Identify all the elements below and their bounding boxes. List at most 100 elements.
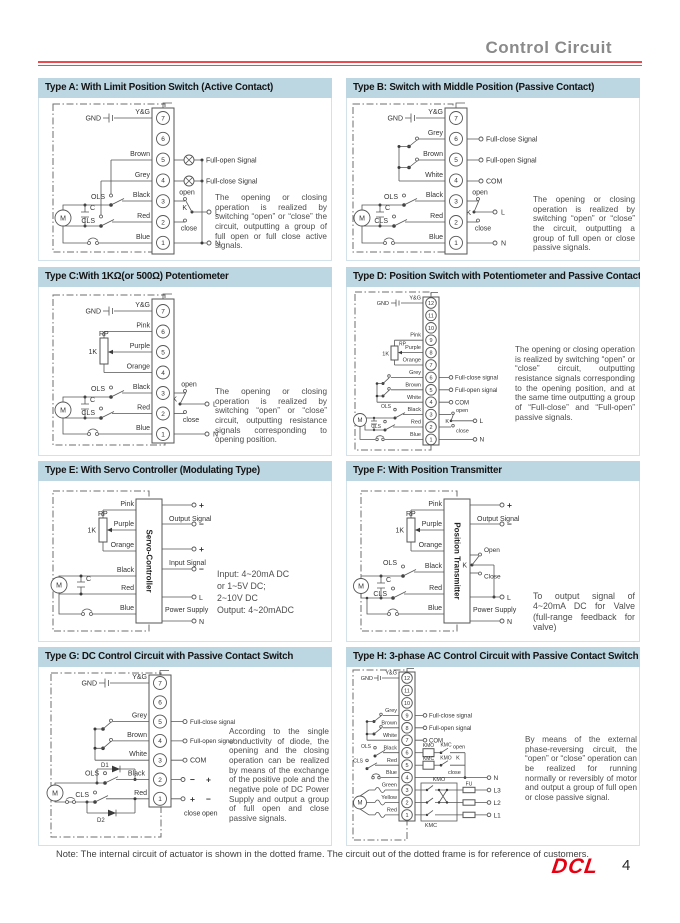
mid-switch-brown-icon: [372, 725, 399, 736]
terminal-n: [472, 437, 478, 442]
n-label: N: [507, 619, 512, 626]
plus-label-bottom: +: [190, 794, 195, 804]
kmo-contactor-label: KMO: [433, 777, 446, 783]
panel-title-c: Type C:With 1KΩ(or 500Ω) Potentiometer: [38, 267, 332, 287]
panel-description-c: The opening or closing operation is real…: [215, 387, 327, 445]
l2-label: L2: [494, 800, 502, 807]
strip-hook: [406, 668, 414, 672]
mid-switch-grey-icon: [372, 712, 399, 723]
panel-title-f: Type F: With Position Transmitter: [346, 461, 640, 481]
cls-switch-icon: [365, 758, 399, 771]
l3-label: L3: [494, 788, 502, 795]
terminal-n: [486, 775, 492, 780]
terminal-full-close: [422, 713, 428, 718]
wire-label-red: Red: [134, 790, 147, 797]
wire-label-purple: Purple: [422, 521, 442, 528]
wire-label-blue: Blue: [410, 432, 421, 438]
com-label: COM: [455, 400, 469, 406]
wire-label-grey: Grey: [132, 713, 148, 720]
signal-wires: [171, 721, 183, 761]
capacitor-icon: [77, 574, 85, 596]
capacitor-label: C: [90, 205, 95, 212]
wire-label-black: Black: [408, 407, 422, 413]
svg-text:6: 6: [158, 700, 162, 707]
motor-icon: [353, 413, 395, 431]
capacitor-label: C: [385, 205, 390, 212]
thermal-protector-icon: [361, 226, 395, 245]
ground-icon: [103, 306, 113, 316]
cls-label: CLS: [81, 410, 95, 417]
com-label: COM: [190, 758, 207, 765]
svg-text:2: 2: [405, 800, 408, 806]
motor-icon: [54, 396, 111, 419]
circuit-diagram-a: GND Y&G Brown Grey OLS Black CLS Red: [52, 102, 258, 255]
wire-label-brown: Brown: [423, 151, 443, 158]
strip-hook: [159, 670, 169, 675]
potentiometer-icon: [390, 340, 423, 365]
phase-windings: [369, 787, 399, 818]
supply-wires: [470, 596, 500, 622]
signal-label-full-close: Full-close Signal: [486, 137, 538, 144]
power-supply-label: Power Supply: [473, 607, 517, 614]
wire-label-red-phase: Red: [387, 808, 397, 814]
contactor-icon: [415, 782, 458, 822]
signal-label-full-close: Full-close signal: [455, 376, 498, 382]
wire-label-black: Black: [133, 384, 151, 391]
svg-text:2: 2: [454, 219, 458, 226]
svg-text:2: 2: [161, 219, 165, 226]
wire-label-blue: Blue: [136, 234, 150, 241]
l-label: L: [501, 210, 505, 217]
terminal-l: [492, 209, 498, 215]
output-signal-label: Output Signal: [169, 516, 212, 523]
thermal-protector-icon: [359, 426, 385, 442]
panel-description-h: By means of the external phase-reversing…: [525, 735, 637, 803]
wire-label-black: Black: [426, 192, 444, 199]
minus-label: −: [507, 519, 512, 529]
motor-icon: [353, 575, 403, 599]
plus-label-2: +: [199, 544, 204, 554]
ols-switch-icon: [109, 385, 152, 399]
l-label: L: [215, 210, 219, 217]
wire-label-orange: Orange: [419, 542, 442, 549]
wire-label-yg: Y&G: [409, 296, 421, 302]
transmitter-box: [443, 498, 471, 624]
k-label: K: [182, 205, 187, 212]
svg-text:7: 7: [429, 363, 432, 369]
open-label: open: [453, 745, 465, 751]
wire-brown: [110, 159, 152, 194]
potentiometer-icon: [99, 331, 152, 373]
svg-text:1: 1: [429, 437, 432, 443]
panel-type-g: Type G: DC Control Circuit with Passive …: [38, 647, 332, 846]
terminal-com: [448, 399, 454, 405]
signal-label-full-close: Full-close Signal: [206, 179, 258, 186]
ols-label: OLS: [381, 404, 392, 410]
wire-label-red: Red: [137, 213, 150, 220]
terminal-full-open: [422, 725, 428, 731]
potentiometer-icon: [98, 510, 136, 551]
kmo-coil-label: KMO: [423, 743, 435, 749]
wire-label-yellow: Yellow: [381, 795, 397, 801]
cls-label: CLS: [374, 218, 388, 225]
fu-label: FU: [466, 782, 473, 788]
cls-switch-icon: [391, 586, 444, 600]
ols-label: OLS: [91, 386, 105, 393]
io-note-line: Input: 4~20mA DC: [217, 569, 290, 579]
svg-text:1: 1: [158, 796, 162, 803]
svg-text:5: 5: [405, 763, 408, 769]
rp-label: RP: [99, 331, 109, 338]
wire-label-white: White: [383, 733, 397, 739]
svg-text:4: 4: [161, 370, 165, 377]
panel-description-d: The opening or closing operation is real…: [515, 345, 635, 422]
l-label: L: [199, 595, 203, 602]
svg-text:5: 5: [454, 157, 458, 164]
close-label: close: [183, 417, 199, 424]
ground-icon: [99, 678, 109, 688]
svg-text:5: 5: [429, 388, 432, 394]
kmc-coil-icon: [415, 760, 441, 770]
transmitter-box-label: Position Transmitter: [453, 522, 462, 599]
terminal-input-plus: [191, 546, 197, 552]
terminal-l3: [486, 787, 492, 793]
1k-label: 1K: [395, 528, 404, 535]
terminal-output-minus: [499, 521, 505, 527]
kmo-contact-label: KMO: [440, 756, 452, 762]
